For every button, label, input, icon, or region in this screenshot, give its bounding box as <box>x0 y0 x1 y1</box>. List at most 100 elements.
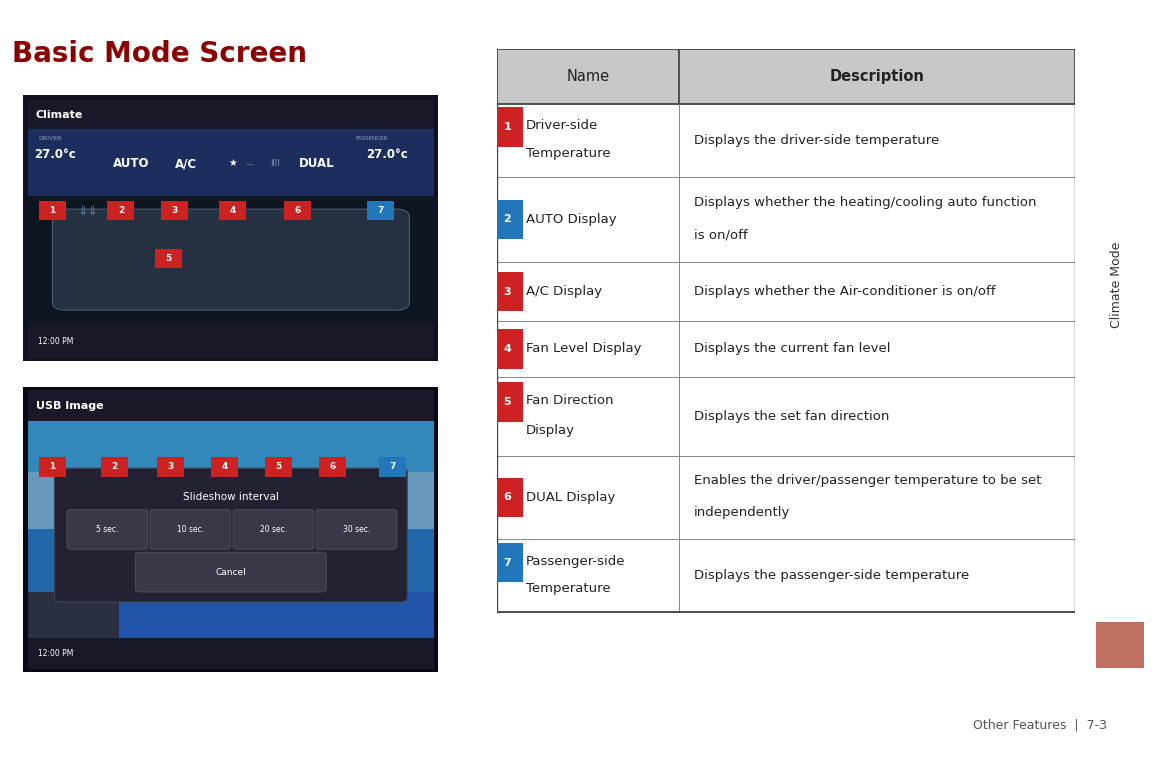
Bar <box>497 376 1075 455</box>
Text: Driver-side: Driver-side <box>526 119 599 132</box>
Text: is on/off: is on/off <box>693 228 747 241</box>
Text: Displays whether the Air-conditioner is on/off: Displays whether the Air-conditioner is … <box>693 285 995 298</box>
Text: 30 sec.: 30 sec. <box>343 525 371 534</box>
Bar <box>28 592 119 638</box>
Text: 1: 1 <box>49 206 56 215</box>
FancyBboxPatch shape <box>492 382 523 422</box>
Bar <box>28 323 434 357</box>
Text: 4: 4 <box>221 462 228 471</box>
FancyBboxPatch shape <box>379 457 406 477</box>
Text: ....: .... <box>245 159 255 165</box>
Text: 7: 7 <box>378 206 383 215</box>
FancyBboxPatch shape <box>492 107 523 147</box>
Text: Other Features  |  7-3: Other Features | 7-3 <box>974 718 1107 732</box>
Bar <box>497 177 1075 262</box>
Text: 12:00 PM: 12:00 PM <box>37 649 74 658</box>
Bar <box>28 196 434 323</box>
Text: ⇓⇓: ⇓⇓ <box>77 205 98 219</box>
Text: 5 sec.: 5 sec. <box>96 525 118 534</box>
FancyBboxPatch shape <box>150 509 230 550</box>
Bar <box>497 321 1075 376</box>
FancyBboxPatch shape <box>212 457 238 477</box>
FancyBboxPatch shape <box>136 553 326 592</box>
Text: independently: independently <box>693 506 790 519</box>
FancyBboxPatch shape <box>492 272 523 311</box>
Text: Slideshow interval: Slideshow interval <box>182 492 279 502</box>
Bar <box>28 390 434 421</box>
FancyBboxPatch shape <box>161 201 188 220</box>
Text: Fan Direction: Fan Direction <box>526 394 614 407</box>
FancyBboxPatch shape <box>492 477 523 518</box>
Bar <box>28 530 434 592</box>
Text: Displays the set fan direction: Displays the set fan direction <box>693 410 888 423</box>
FancyBboxPatch shape <box>55 468 407 602</box>
Text: DUAL Display: DUAL Display <box>526 491 615 504</box>
FancyBboxPatch shape <box>233 509 313 550</box>
FancyBboxPatch shape <box>39 457 65 477</box>
Text: 7: 7 <box>389 462 396 471</box>
Text: 20 sec.: 20 sec. <box>260 525 286 534</box>
Text: 3: 3 <box>172 206 178 215</box>
Text: 27.0°c: 27.0°c <box>34 148 76 161</box>
FancyBboxPatch shape <box>157 457 185 477</box>
FancyBboxPatch shape <box>316 509 396 550</box>
FancyBboxPatch shape <box>220 201 247 220</box>
FancyBboxPatch shape <box>102 457 129 477</box>
Text: 5: 5 <box>504 397 511 407</box>
Text: A/C Display: A/C Display <box>526 285 602 298</box>
Text: 5: 5 <box>166 254 172 263</box>
FancyBboxPatch shape <box>492 200 523 239</box>
FancyBboxPatch shape <box>492 329 523 369</box>
Text: Displays the current fan level: Displays the current fan level <box>693 342 890 355</box>
Bar <box>497 49 1075 104</box>
FancyBboxPatch shape <box>53 209 409 310</box>
Text: 2: 2 <box>111 462 118 471</box>
FancyBboxPatch shape <box>108 201 134 220</box>
Text: 7: 7 <box>504 558 511 568</box>
Bar <box>28 129 434 196</box>
Bar <box>497 539 1075 613</box>
Text: 4: 4 <box>230 206 236 215</box>
Text: PASSENGER: PASSENGER <box>355 136 388 141</box>
FancyBboxPatch shape <box>284 201 311 220</box>
Bar <box>1095 622 1144 668</box>
Text: AUTO Display: AUTO Display <box>526 213 616 226</box>
Text: DRIVER: DRIVER <box>37 136 61 141</box>
FancyBboxPatch shape <box>155 249 182 268</box>
Text: 1: 1 <box>504 122 511 132</box>
Text: 1: 1 <box>49 462 56 471</box>
Text: USB Image: USB Image <box>36 401 103 411</box>
Bar <box>497 104 1075 177</box>
Text: Climate: Climate <box>36 110 83 120</box>
FancyBboxPatch shape <box>367 201 394 220</box>
FancyBboxPatch shape <box>19 92 443 363</box>
Text: ★: ★ <box>229 158 237 168</box>
Text: 10 sec.: 10 sec. <box>177 525 203 534</box>
Text: A/C: A/C <box>175 157 198 171</box>
Text: 12:00 PM: 12:00 PM <box>37 338 74 346</box>
Text: 4: 4 <box>504 344 511 354</box>
Bar <box>28 421 434 472</box>
Bar <box>28 638 434 669</box>
Bar <box>497 262 1075 321</box>
Text: Temperature: Temperature <box>526 582 610 595</box>
Bar <box>497 455 1075 539</box>
Text: 3: 3 <box>167 462 174 471</box>
Text: Display: Display <box>526 424 575 437</box>
FancyBboxPatch shape <box>319 457 346 477</box>
Text: 2: 2 <box>118 206 124 215</box>
FancyBboxPatch shape <box>19 384 443 675</box>
Text: Displays the driver-side temperature: Displays the driver-side temperature <box>693 134 939 146</box>
Text: 27.0°c: 27.0°c <box>366 148 408 161</box>
Text: 2: 2 <box>504 215 511 225</box>
Text: 6: 6 <box>295 206 300 215</box>
Text: DUAL: DUAL <box>299 157 336 171</box>
Text: 6: 6 <box>330 462 336 471</box>
Text: Description: Description <box>830 69 925 84</box>
Text: 5: 5 <box>276 462 282 471</box>
Text: Fan Level Display: Fan Level Display <box>526 342 642 355</box>
Bar <box>28 472 434 638</box>
Text: Basic Mode Screen: Basic Mode Screen <box>12 40 306 68</box>
Bar <box>28 100 434 129</box>
Text: Passenger-side: Passenger-side <box>526 555 625 568</box>
